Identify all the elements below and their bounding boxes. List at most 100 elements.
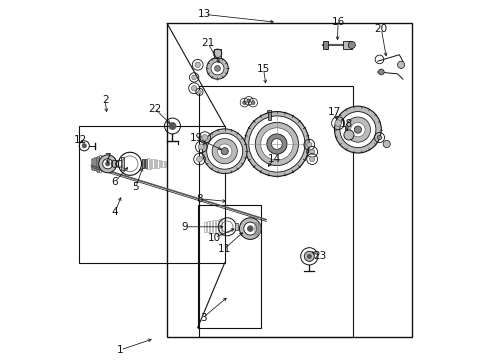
- Bar: [197, 205, 260, 328]
- Circle shape: [206, 58, 228, 79]
- Bar: [149, 159, 151, 169]
- Bar: [342, 41, 351, 49]
- Circle shape: [377, 135, 381, 140]
- Circle shape: [334, 120, 341, 126]
- Circle shape: [309, 149, 314, 154]
- Circle shape: [198, 144, 204, 150]
- Text: 1: 1: [117, 345, 123, 355]
- Circle shape: [202, 135, 207, 140]
- Circle shape: [309, 157, 314, 162]
- Bar: [243, 223, 245, 230]
- Circle shape: [306, 142, 311, 147]
- Bar: [199, 86, 352, 337]
- Bar: [207, 221, 208, 233]
- Circle shape: [266, 134, 286, 154]
- Circle shape: [242, 101, 246, 104]
- Circle shape: [99, 155, 117, 173]
- Circle shape: [339, 112, 375, 148]
- Text: 22: 22: [148, 104, 161, 114]
- Text: 17: 17: [327, 107, 341, 117]
- Bar: [255, 223, 257, 234]
- Bar: [164, 161, 166, 167]
- Bar: [95, 157, 98, 171]
- Bar: [94, 157, 96, 170]
- Circle shape: [260, 128, 292, 160]
- Circle shape: [191, 85, 196, 91]
- Text: 16: 16: [331, 17, 344, 27]
- Bar: [157, 160, 158, 168]
- Bar: [92, 158, 94, 170]
- Text: 10: 10: [207, 233, 221, 243]
- Bar: [144, 159, 146, 168]
- Bar: [235, 223, 237, 230]
- Bar: [216, 220, 217, 234]
- Text: 9: 9: [181, 222, 187, 232]
- Text: 15: 15: [256, 64, 270, 74]
- Bar: [204, 222, 205, 232]
- Bar: [322, 41, 328, 49]
- Circle shape: [350, 122, 365, 137]
- Bar: [99, 155, 101, 172]
- Circle shape: [211, 62, 224, 75]
- Circle shape: [347, 41, 355, 49]
- Text: 13: 13: [198, 9, 211, 19]
- Text: 3: 3: [200, 312, 206, 323]
- Circle shape: [202, 129, 246, 174]
- Bar: [210, 221, 211, 233]
- Circle shape: [345, 117, 370, 142]
- Circle shape: [239, 218, 261, 239]
- Text: 5: 5: [132, 182, 139, 192]
- Bar: [141, 159, 143, 168]
- Text: 14: 14: [267, 154, 280, 164]
- Circle shape: [251, 101, 254, 104]
- Circle shape: [334, 106, 381, 153]
- Circle shape: [168, 122, 176, 130]
- Circle shape: [244, 222, 256, 235]
- Circle shape: [382, 140, 389, 148]
- Bar: [213, 220, 214, 234]
- Circle shape: [306, 254, 311, 258]
- Circle shape: [378, 69, 384, 75]
- Bar: [121, 157, 124, 170]
- Circle shape: [217, 144, 231, 158]
- Circle shape: [247, 226, 253, 231]
- Bar: [257, 224, 260, 233]
- Circle shape: [271, 139, 282, 149]
- Circle shape: [397, 61, 404, 68]
- Text: 4: 4: [111, 207, 118, 217]
- Text: 11: 11: [217, 244, 230, 254]
- Bar: [222, 219, 223, 235]
- Bar: [147, 158, 148, 169]
- Circle shape: [244, 112, 309, 176]
- Text: 18: 18: [339, 119, 352, 129]
- Bar: [152, 159, 153, 168]
- Circle shape: [197, 90, 201, 94]
- Bar: [167, 23, 411, 337]
- Bar: [266, 110, 271, 112]
- Text: 2: 2: [102, 95, 108, 105]
- Text: 12: 12: [74, 135, 87, 145]
- Bar: [159, 160, 161, 167]
- Bar: [154, 159, 156, 168]
- Circle shape: [343, 130, 353, 140]
- Circle shape: [196, 156, 202, 162]
- Circle shape: [248, 116, 305, 172]
- Text: 20: 20: [374, 24, 387, 34]
- Circle shape: [221, 148, 228, 155]
- Bar: [91, 159, 93, 169]
- Bar: [239, 223, 242, 230]
- Text: 21: 21: [201, 38, 214, 48]
- Text: 23: 23: [313, 251, 326, 261]
- Circle shape: [304, 251, 314, 261]
- Bar: [219, 219, 220, 235]
- Bar: [267, 112, 270, 120]
- Bar: [213, 49, 221, 58]
- Circle shape: [246, 99, 250, 103]
- Bar: [79, 126, 224, 263]
- Bar: [254, 222, 256, 235]
- Bar: [256, 223, 258, 234]
- Circle shape: [214, 66, 220, 71]
- Circle shape: [206, 133, 242, 169]
- Circle shape: [195, 62, 200, 68]
- Text: 8: 8: [195, 194, 202, 204]
